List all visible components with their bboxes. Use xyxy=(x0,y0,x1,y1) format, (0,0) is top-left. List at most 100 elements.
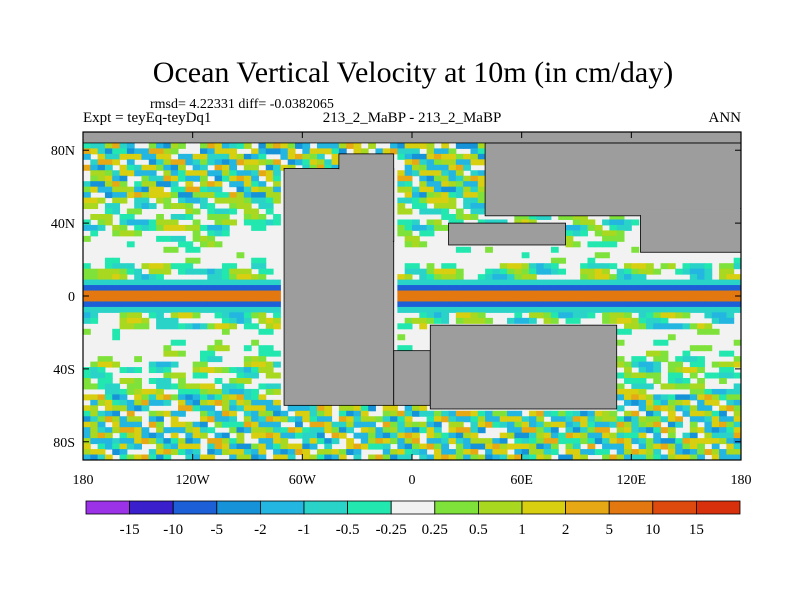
field-cell xyxy=(675,306,684,313)
field-cell xyxy=(353,405,362,412)
field-cell xyxy=(309,438,318,445)
field-cell xyxy=(543,410,552,417)
field-cell xyxy=(273,192,281,199)
field-cell xyxy=(214,394,223,401)
field-cell xyxy=(229,153,238,160)
field-cell xyxy=(97,427,106,434)
field-cell xyxy=(104,208,113,215)
field-cell xyxy=(295,410,303,417)
field-cell xyxy=(236,203,245,210)
field-cell xyxy=(273,432,281,439)
field-cell xyxy=(280,443,289,450)
field-cell xyxy=(514,274,523,281)
field-cell xyxy=(572,449,581,456)
field-cell xyxy=(719,378,727,384)
field-cell xyxy=(543,454,552,460)
field-cell xyxy=(251,421,259,428)
field-cell xyxy=(83,186,91,193)
field-cell xyxy=(689,454,698,460)
field-cell xyxy=(638,405,647,412)
field-cell xyxy=(719,394,727,401)
field-cell xyxy=(697,263,705,270)
field-cell xyxy=(338,416,347,423)
field-cell xyxy=(441,449,450,456)
field-cell xyxy=(631,432,640,439)
field-cell xyxy=(141,306,150,313)
field-cell xyxy=(207,367,216,374)
field-cell xyxy=(97,175,106,182)
field-cell xyxy=(119,323,128,330)
field-cell xyxy=(199,356,208,363)
field-cell xyxy=(221,170,230,177)
field-cell xyxy=(704,416,713,423)
field-cell xyxy=(90,175,99,182)
field-cell xyxy=(185,296,194,302)
field-cell xyxy=(170,219,179,226)
field-cell xyxy=(616,339,625,346)
field-cell xyxy=(653,350,662,357)
field-cell xyxy=(90,274,99,281)
field-cell xyxy=(682,279,691,286)
field-cell xyxy=(631,301,640,308)
field-cell xyxy=(199,186,208,193)
field-cell xyxy=(419,296,428,302)
field-cell xyxy=(199,388,208,395)
field-cell xyxy=(587,306,596,313)
field-cell xyxy=(433,208,442,215)
field-cell xyxy=(616,394,625,401)
field-cell xyxy=(287,427,296,434)
field-cell xyxy=(185,454,194,460)
field-cell xyxy=(412,296,420,302)
field-cell xyxy=(229,290,238,297)
field-cell xyxy=(733,427,741,434)
field-cell xyxy=(258,296,267,302)
field-cell xyxy=(638,367,647,374)
field-cell xyxy=(719,301,727,308)
field-cell xyxy=(302,410,311,417)
field-cell xyxy=(214,356,223,363)
field-cell xyxy=(455,432,464,439)
field-cell xyxy=(258,383,267,390)
field-cell xyxy=(624,372,632,379)
field-cell xyxy=(141,290,150,297)
field-cell xyxy=(273,427,281,434)
field-cell xyxy=(667,312,676,319)
field-cell xyxy=(477,153,486,160)
field-cell xyxy=(134,388,142,395)
field-cell xyxy=(587,432,596,439)
field-cell xyxy=(660,263,669,270)
field-cell xyxy=(638,378,647,384)
field-cell xyxy=(412,410,420,417)
field-cell xyxy=(558,421,567,428)
field-cell xyxy=(258,449,267,456)
field-cell xyxy=(251,361,259,368)
field-cell xyxy=(221,323,230,330)
field-cell xyxy=(624,378,632,384)
field-cell xyxy=(156,410,164,417)
field-cell xyxy=(192,170,201,177)
field-cell xyxy=(148,175,157,182)
field-cell xyxy=(243,421,252,428)
field-cell xyxy=(594,268,603,275)
field-cell xyxy=(733,432,741,439)
field-cell xyxy=(258,285,267,292)
field-cell xyxy=(119,181,128,188)
field-cell xyxy=(104,356,113,363)
field-cell xyxy=(426,230,435,237)
field-cell xyxy=(251,394,259,401)
field-cell xyxy=(156,306,164,313)
field-cell xyxy=(126,148,135,155)
field-cell xyxy=(134,181,142,188)
field-cell xyxy=(192,153,201,160)
field-cell xyxy=(229,197,238,204)
field-cell xyxy=(331,153,340,160)
field-cell xyxy=(243,427,252,434)
field-cell xyxy=(675,323,684,330)
field-cell xyxy=(667,296,676,302)
field-cell xyxy=(214,268,223,275)
field-cell xyxy=(397,334,406,341)
field-cell xyxy=(148,153,157,160)
field-cell xyxy=(631,388,640,395)
field-cell xyxy=(375,148,384,155)
field-cell xyxy=(455,192,464,199)
